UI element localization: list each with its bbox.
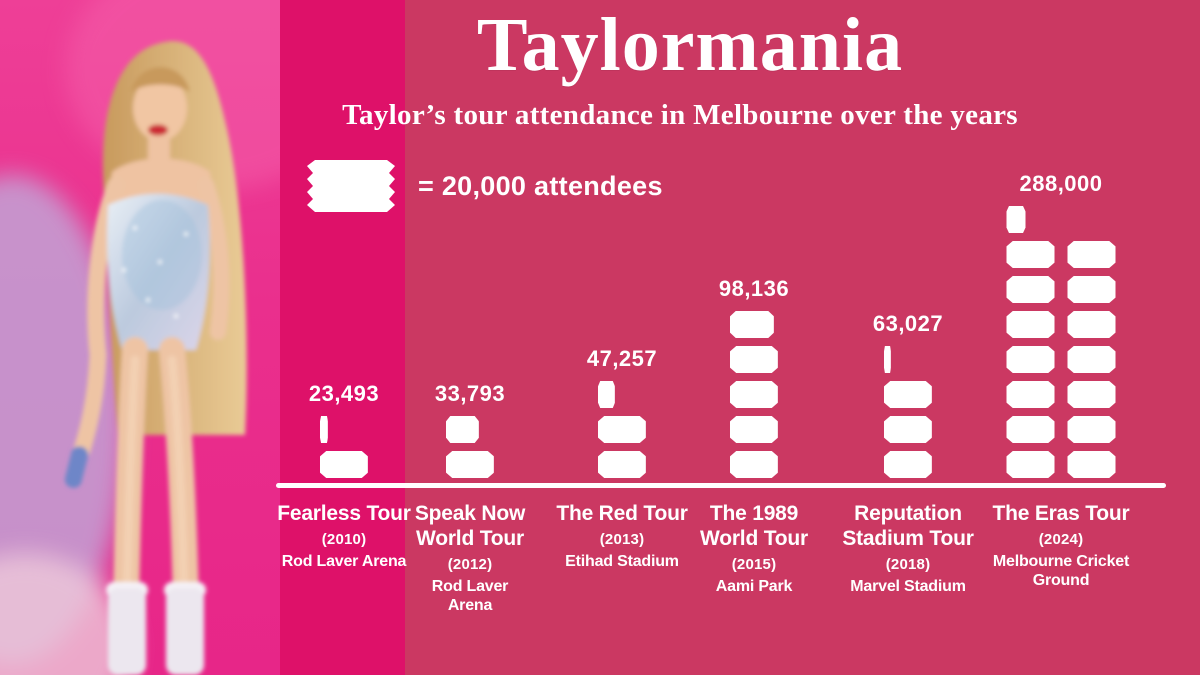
tour-year: (2015)	[731, 555, 777, 573]
ticket-icon	[1006, 241, 1055, 268]
tour-name: Speak Now World Tour	[414, 502, 526, 550]
ticket-icon	[1006, 346, 1055, 373]
ticket-icon	[883, 416, 932, 443]
arm	[198, 177, 230, 340]
legend-label: = 20,000 attendees	[418, 170, 663, 201]
tour-label: Speak Now World Tour (2012) Rod Laver Aren…	[410, 502, 530, 616]
taylor-photo	[0, 0, 280, 675]
tour-label: The Eras Tour (2024) Melbourne Cricket Gro…	[974, 502, 1149, 591]
tour-label: Fearless Tour (2010) Rod Laver Arena	[269, 502, 419, 571]
baseline-axis	[276, 483, 1166, 488]
ticket-icon	[729, 381, 778, 408]
ticket-icon	[319, 451, 368, 478]
tour-year: (2018)	[885, 555, 931, 573]
ticket-icon	[1006, 381, 1055, 408]
tour-year: (2013)	[599, 530, 645, 548]
white-boot	[166, 588, 204, 675]
tour-label: Reputation Stadium Tour (2018) Marvel Stad…	[831, 502, 986, 596]
attendance-value: 33,793	[434, 381, 506, 406]
chart-panel	[405, 0, 1200, 675]
ticket-icon	[1067, 416, 1116, 443]
partial-ticket-icon	[1006, 206, 1026, 233]
ticket-icon	[1067, 451, 1116, 478]
tour-year: (2012)	[447, 555, 493, 573]
attendance-value: 47,257	[586, 346, 658, 371]
ticket-icon	[307, 160, 395, 212]
tour-venue: Marvel Stadium	[850, 577, 966, 595]
ticket-icon	[1006, 311, 1055, 338]
ticket-icon	[1006, 451, 1055, 478]
ticket-icon	[729, 416, 778, 443]
tour-venue: Aami Park	[715, 577, 793, 595]
pictogram-column: 33,793	[435, 381, 505, 478]
ticket-icon	[1067, 346, 1116, 373]
chart-legend: = 20,000 attendees	[306, 160, 663, 212]
ticket-icon	[1067, 241, 1116, 268]
tour-year: (2024)	[1038, 530, 1084, 548]
ticket-icon	[883, 381, 932, 408]
lips	[148, 124, 168, 136]
page-subtitle: Taylor’s tour attendance in Melbourne ov…	[342, 99, 1018, 131]
tour-venue: Etihad Stadium	[565, 552, 679, 570]
ticket-icon	[1006, 276, 1055, 303]
tour-label: The 1989 World Tour (2015) Aami Park	[697, 502, 812, 596]
tour-name: The Red Tour	[556, 502, 688, 525]
attendance-value: 23,493	[308, 381, 380, 406]
partial-ticket-icon	[319, 416, 328, 443]
page-title: Taylormania	[476, 3, 904, 87]
ticket-icon	[729, 346, 778, 373]
tour-year: (2010)	[321, 530, 367, 548]
tour-name: The Eras Tour	[992, 502, 1130, 525]
attendance-value: 288,000	[1019, 171, 1103, 196]
tour-name: The 1989 World Tour	[699, 502, 809, 550]
ticket-icon	[1067, 276, 1116, 303]
pictogram-column: 63,027	[873, 311, 943, 478]
attendance-value: 63,027	[872, 311, 944, 336]
ticket-icon	[1006, 416, 1055, 443]
pictogram-column: 288,000	[1006, 171, 1116, 478]
attendance-value: 98,136	[718, 276, 790, 301]
taylor-photo-illustration	[0, 0, 280, 675]
ticket-icon	[445, 451, 494, 478]
ticket-icon	[1067, 381, 1116, 408]
ticket-icon	[1067, 311, 1116, 338]
arm	[73, 176, 125, 459]
partial-ticket-icon	[883, 346, 891, 373]
bangs	[131, 67, 190, 92]
partial-ticket-icon	[445, 416, 479, 443]
taylor-figure	[64, 41, 247, 675]
face	[133, 75, 187, 141]
pictogram-column: 47,257	[587, 346, 657, 478]
tour-venue: Rod Laver Arena	[281, 552, 407, 570]
ticket-icon	[597, 416, 646, 443]
tour-venue: Melbourne Cricket Ground	[992, 552, 1130, 590]
microphone	[64, 446, 89, 488]
tour-name: Fearless Tour	[277, 502, 411, 525]
pictogram-column: 23,493	[309, 381, 379, 478]
white-boot	[108, 588, 146, 675]
partial-ticket-icon	[729, 311, 774, 338]
partial-ticket-icon	[597, 381, 615, 408]
ticket-icon	[597, 451, 646, 478]
tour-name: Reputation Stadium Tour	[842, 502, 974, 550]
ticket-icon	[729, 451, 778, 478]
pictogram-column: 98,136	[719, 276, 789, 478]
tour-venue: Rod Laver Arena	[431, 577, 509, 615]
ticket-icon	[883, 451, 932, 478]
tour-label: The Red Tour (2013) Etihad Stadium	[547, 502, 697, 571]
